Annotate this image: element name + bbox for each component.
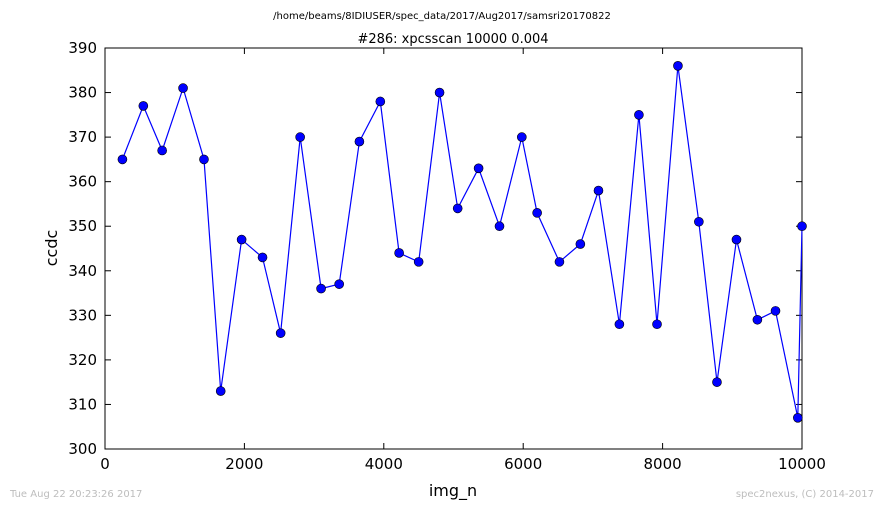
- data-point: [634, 110, 644, 120]
- y-tick-label: 330: [68, 306, 97, 324]
- data-point: [275, 328, 286, 338]
- y-tick-label: 390: [68, 39, 97, 57]
- data-point: [593, 185, 604, 196]
- y-tick-label: 320: [68, 351, 97, 369]
- data-point: [138, 101, 149, 111]
- data-point: [575, 239, 586, 249]
- y-tick-label: 370: [68, 128, 97, 146]
- data-point: [199, 154, 209, 165]
- data-point: [770, 306, 781, 316]
- data-point: [797, 221, 807, 232]
- data-points: [117, 61, 807, 423]
- x-tick-label: 4000: [365, 455, 403, 473]
- data-point: [554, 257, 565, 267]
- y-tick-label: 350: [68, 217, 97, 235]
- data-point: [532, 208, 542, 218]
- data-point: [673, 61, 683, 71]
- data-point: [236, 234, 247, 245]
- y-tick-label: 340: [68, 262, 97, 280]
- data-point: [394, 248, 404, 258]
- x-axis: 0 2000 4000 6000 8000 10000: [100, 48, 826, 473]
- data-point: [494, 221, 505, 232]
- data-point: [178, 83, 188, 93]
- x-tick-label: 0: [100, 455, 110, 473]
- data-point: [257, 252, 268, 263]
- y-tick-label: 360: [68, 173, 97, 191]
- y-tick-label: 310: [68, 395, 97, 413]
- x-tick-label: 10000: [778, 455, 826, 473]
- y-axis-label: ccdc: [42, 230, 61, 267]
- data-point: [452, 203, 463, 214]
- y-tick-label: 300: [68, 440, 97, 458]
- x-tick-label: 6000: [504, 455, 542, 473]
- x-axis-label: img_n: [429, 481, 477, 501]
- data-point: [215, 386, 226, 396]
- data-point: [316, 283, 326, 294]
- data-point: [413, 257, 424, 267]
- data-point: [793, 413, 803, 423]
- data-point: [354, 136, 365, 147]
- data-point: [157, 145, 167, 156]
- x-tick-label: 8000: [644, 455, 682, 473]
- data-point: [614, 319, 625, 330]
- footer-credit: spec2nexus, (C) 2014-2017: [735, 489, 874, 500]
- data-point: [117, 154, 128, 165]
- x-tick-label: 2000: [225, 455, 263, 473]
- data-point: [694, 216, 704, 227]
- data-point: [752, 314, 763, 325]
- chart-suptitle: /home/beams/8IDIUSER/spec_data/2017/Aug2…: [273, 11, 611, 22]
- y-axis: 300 310 320 330 340 350 360 370 380 390: [68, 39, 802, 458]
- footer-timestamp: Tue Aug 22 20:23:26 2017: [10, 489, 143, 500]
- y-tick-label: 380: [68, 84, 97, 102]
- data-point: [473, 163, 484, 174]
- data-point: [652, 319, 662, 330]
- data-point: [375, 96, 386, 107]
- series-line: [121, 65, 803, 418]
- data-point: [434, 87, 445, 98]
- data-point: [712, 377, 722, 387]
- plot-area: [104, 47, 803, 450]
- data-point: [517, 132, 527, 142]
- chart-title: #286: xpcsscan 10000 0.004: [357, 32, 548, 47]
- data-point: [731, 234, 742, 245]
- data-point: [295, 132, 305, 142]
- data-point: [334, 279, 344, 289]
